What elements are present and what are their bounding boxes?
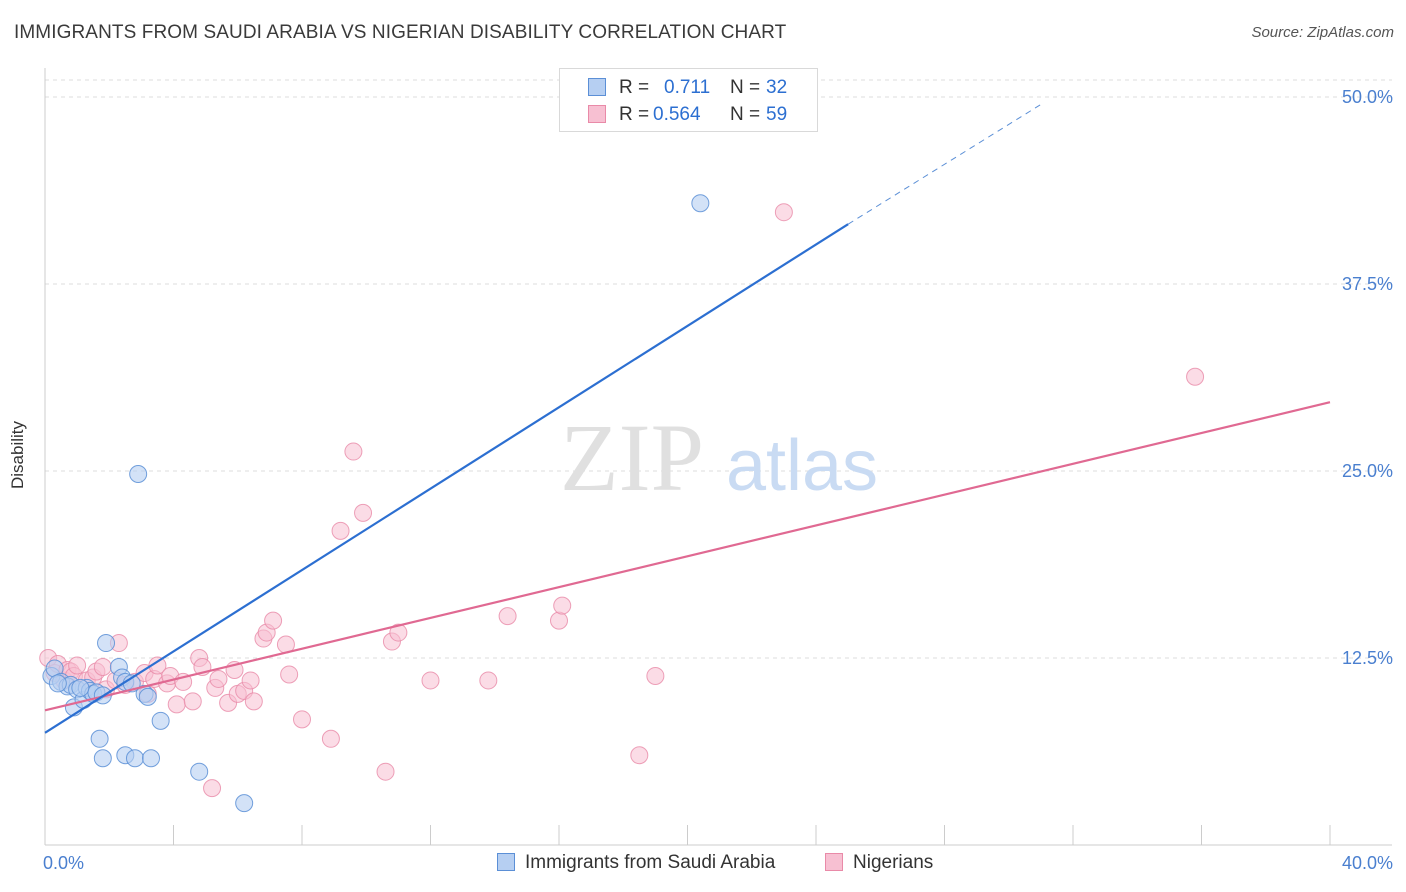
legend-r-value: 0.711 — [664, 77, 711, 98]
legend-row-nigerians: R = 0.564 N = 59 — [560, 100, 817, 128]
bottom-legend-label-saudi: Immigrants from Saudi Arabia — [525, 852, 776, 873]
legend-swatch-saudi — [588, 78, 606, 96]
data-point-saudi — [138, 687, 157, 706]
legend-swatch-nigerians — [588, 105, 606, 123]
legend-n-label: N = — [730, 104, 761, 125]
bottom-legend-label-nigerians: Nigerians — [853, 852, 934, 873]
x-tick-label-min: 0.0% — [43, 853, 84, 873]
data-point-saudi — [235, 794, 254, 813]
data-point-saudi — [97, 634, 116, 653]
data-point-saudi — [151, 711, 170, 730]
y-axis-label: Disability — [8, 420, 27, 490]
y-tick-label: 25.0% — [1342, 461, 1393, 481]
data-points — [39, 194, 1205, 813]
legend-n-value: 32 — [766, 77, 788, 98]
data-point-nigerians — [280, 665, 299, 684]
trend-line-saudi-extension — [847, 104, 1042, 225]
legend-r-label: R = — [619, 77, 650, 98]
y-tick-label: 12.5% — [1342, 648, 1393, 668]
correlation-legend: R = 0.711 N = 32 R = 0.564 N = 59 — [559, 68, 818, 132]
data-point-nigerians — [203, 779, 222, 798]
data-point-nigerians — [209, 669, 228, 688]
watermark-atlas: atlas — [726, 426, 878, 506]
data-point-nigerians — [241, 671, 260, 690]
bottom-legend-saudi: Immigrants from Saudi Arabia — [497, 852, 775, 874]
data-point-nigerians — [630, 746, 649, 765]
data-point-saudi — [129, 464, 148, 483]
chart-title: IMMIGRANTS FROM SAUDI ARABIA VS NIGERIAN… — [14, 22, 787, 43]
data-point-saudi — [90, 729, 109, 748]
data-point-nigerians — [264, 611, 283, 630]
legend-r-label: R = — [619, 104, 650, 125]
legend-row-saudi: R = 0.711 N = 32 — [560, 73, 817, 101]
x-tick-label-max: 40.0% — [1342, 853, 1393, 873]
data-point-nigerians — [498, 607, 517, 626]
watermark: ZIP atlas — [560, 404, 878, 511]
data-point-nigerians — [774, 203, 793, 222]
source-credit: Source: ZipAtlas.com — [1251, 24, 1394, 41]
data-point-nigerians — [148, 656, 167, 675]
data-point-nigerians — [244, 692, 263, 711]
tick-labels: 12.5% 25.0% 37.5% 50.0% 0.0% 40.0% — [43, 87, 1393, 873]
data-point-nigerians — [331, 521, 350, 540]
data-point-nigerians — [1186, 367, 1205, 386]
data-point-nigerians — [321, 729, 340, 748]
data-point-nigerians — [553, 596, 572, 615]
legend-n-label: N = — [730, 77, 761, 98]
axes — [44, 68, 1392, 846]
watermark-zip: ZIP — [560, 404, 704, 511]
data-point-nigerians — [354, 503, 373, 522]
trend-line-nigerians — [44, 401, 1331, 712]
data-point-saudi — [48, 674, 67, 693]
bottom-legend-swatch-nigerians — [825, 853, 843, 871]
legend-n-value: 59 — [766, 104, 788, 125]
data-point-saudi — [691, 194, 710, 213]
bottom-legend-swatch-saudi — [497, 853, 515, 871]
data-point-saudi — [125, 749, 144, 768]
bottom-legend-nigerians: Nigerians — [825, 852, 933, 874]
data-point-nigerians — [479, 671, 498, 690]
data-point-nigerians — [344, 442, 363, 461]
data-point-nigerians — [183, 692, 202, 711]
data-point-nigerians — [550, 611, 568, 630]
y-tick-label: 37.5% — [1342, 274, 1393, 294]
data-point-nigerians — [421, 671, 440, 690]
data-point-nigerians — [376, 762, 395, 781]
data-point-nigerians — [389, 623, 408, 642]
y-tick-label: 50.0% — [1342, 87, 1393, 107]
data-point-saudi — [93, 749, 112, 768]
legend-r-value: 0.564 — [653, 104, 701, 125]
data-point-nigerians — [93, 657, 112, 676]
data-point-saudi — [190, 762, 209, 781]
grid-lines — [45, 79, 1392, 659]
data-point-nigerians — [68, 656, 87, 675]
data-point-nigerians — [167, 695, 186, 714]
data-point-saudi — [142, 749, 161, 768]
data-point-nigerians — [646, 666, 665, 685]
data-point-saudi — [71, 678, 90, 697]
data-point-nigerians — [293, 710, 311, 729]
trend-lines — [44, 104, 1331, 734]
trend-line-saudi — [44, 223, 849, 734]
